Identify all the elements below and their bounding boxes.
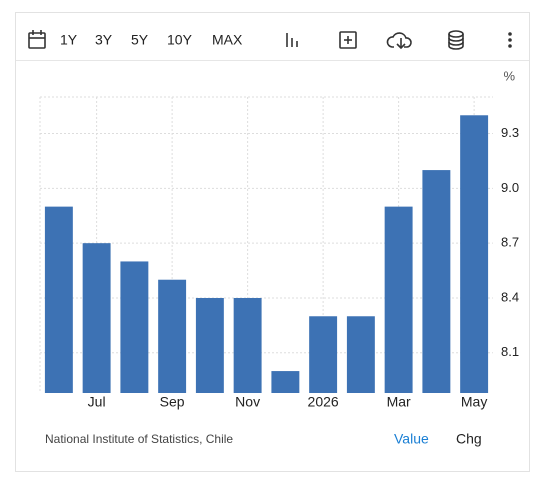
x-tick-label: Nov bbox=[235, 394, 260, 410]
y-tick-label: 8.4 bbox=[501, 289, 519, 304]
x-tick-label: Mar bbox=[387, 394, 411, 410]
value-tab[interactable]: Value bbox=[394, 431, 429, 447]
bar bbox=[233, 297, 262, 393]
x-tick-label: 2026 bbox=[308, 394, 339, 410]
y-tick-label: 9.3 bbox=[501, 125, 519, 140]
data-icon[interactable] bbox=[448, 30, 464, 50]
bar bbox=[460, 115, 489, 393]
x-tick-label: May bbox=[461, 394, 487, 410]
range-button[interactable]: 5Y bbox=[131, 32, 149, 48]
download-icon[interactable] bbox=[386, 32, 412, 50]
bar bbox=[195, 297, 224, 393]
bar bbox=[346, 316, 375, 393]
source-note: National Institute of Statistics, Chile bbox=[45, 432, 233, 446]
unit-label: % bbox=[503, 68, 515, 83]
range-button[interactable]: 10Y bbox=[167, 32, 193, 48]
bar bbox=[309, 316, 338, 393]
compare-icon[interactable] bbox=[339, 31, 357, 49]
change-tab[interactable]: Chg bbox=[456, 431, 482, 447]
y-tick-label: 8.1 bbox=[501, 344, 519, 359]
range-button[interactable]: 1Y bbox=[60, 32, 78, 48]
x-tick-label: Sep bbox=[160, 394, 185, 410]
range-button[interactable]: 3Y bbox=[95, 32, 113, 48]
bar bbox=[158, 279, 187, 393]
y-tick-label: 9.0 bbox=[501, 180, 519, 195]
y-tick-label: 8.7 bbox=[501, 235, 519, 250]
bar bbox=[384, 206, 413, 393]
calendar-icon[interactable] bbox=[28, 30, 46, 49]
bar bbox=[120, 261, 149, 393]
bar bbox=[271, 371, 300, 393]
bar bbox=[44, 206, 73, 393]
chart-type-icon[interactable] bbox=[286, 33, 298, 47]
x-tick-label: Jul bbox=[88, 394, 106, 410]
more-icon[interactable] bbox=[508, 32, 512, 48]
bar bbox=[422, 170, 451, 393]
bar bbox=[82, 243, 111, 393]
range-button[interactable]: MAX bbox=[212, 32, 243, 48]
